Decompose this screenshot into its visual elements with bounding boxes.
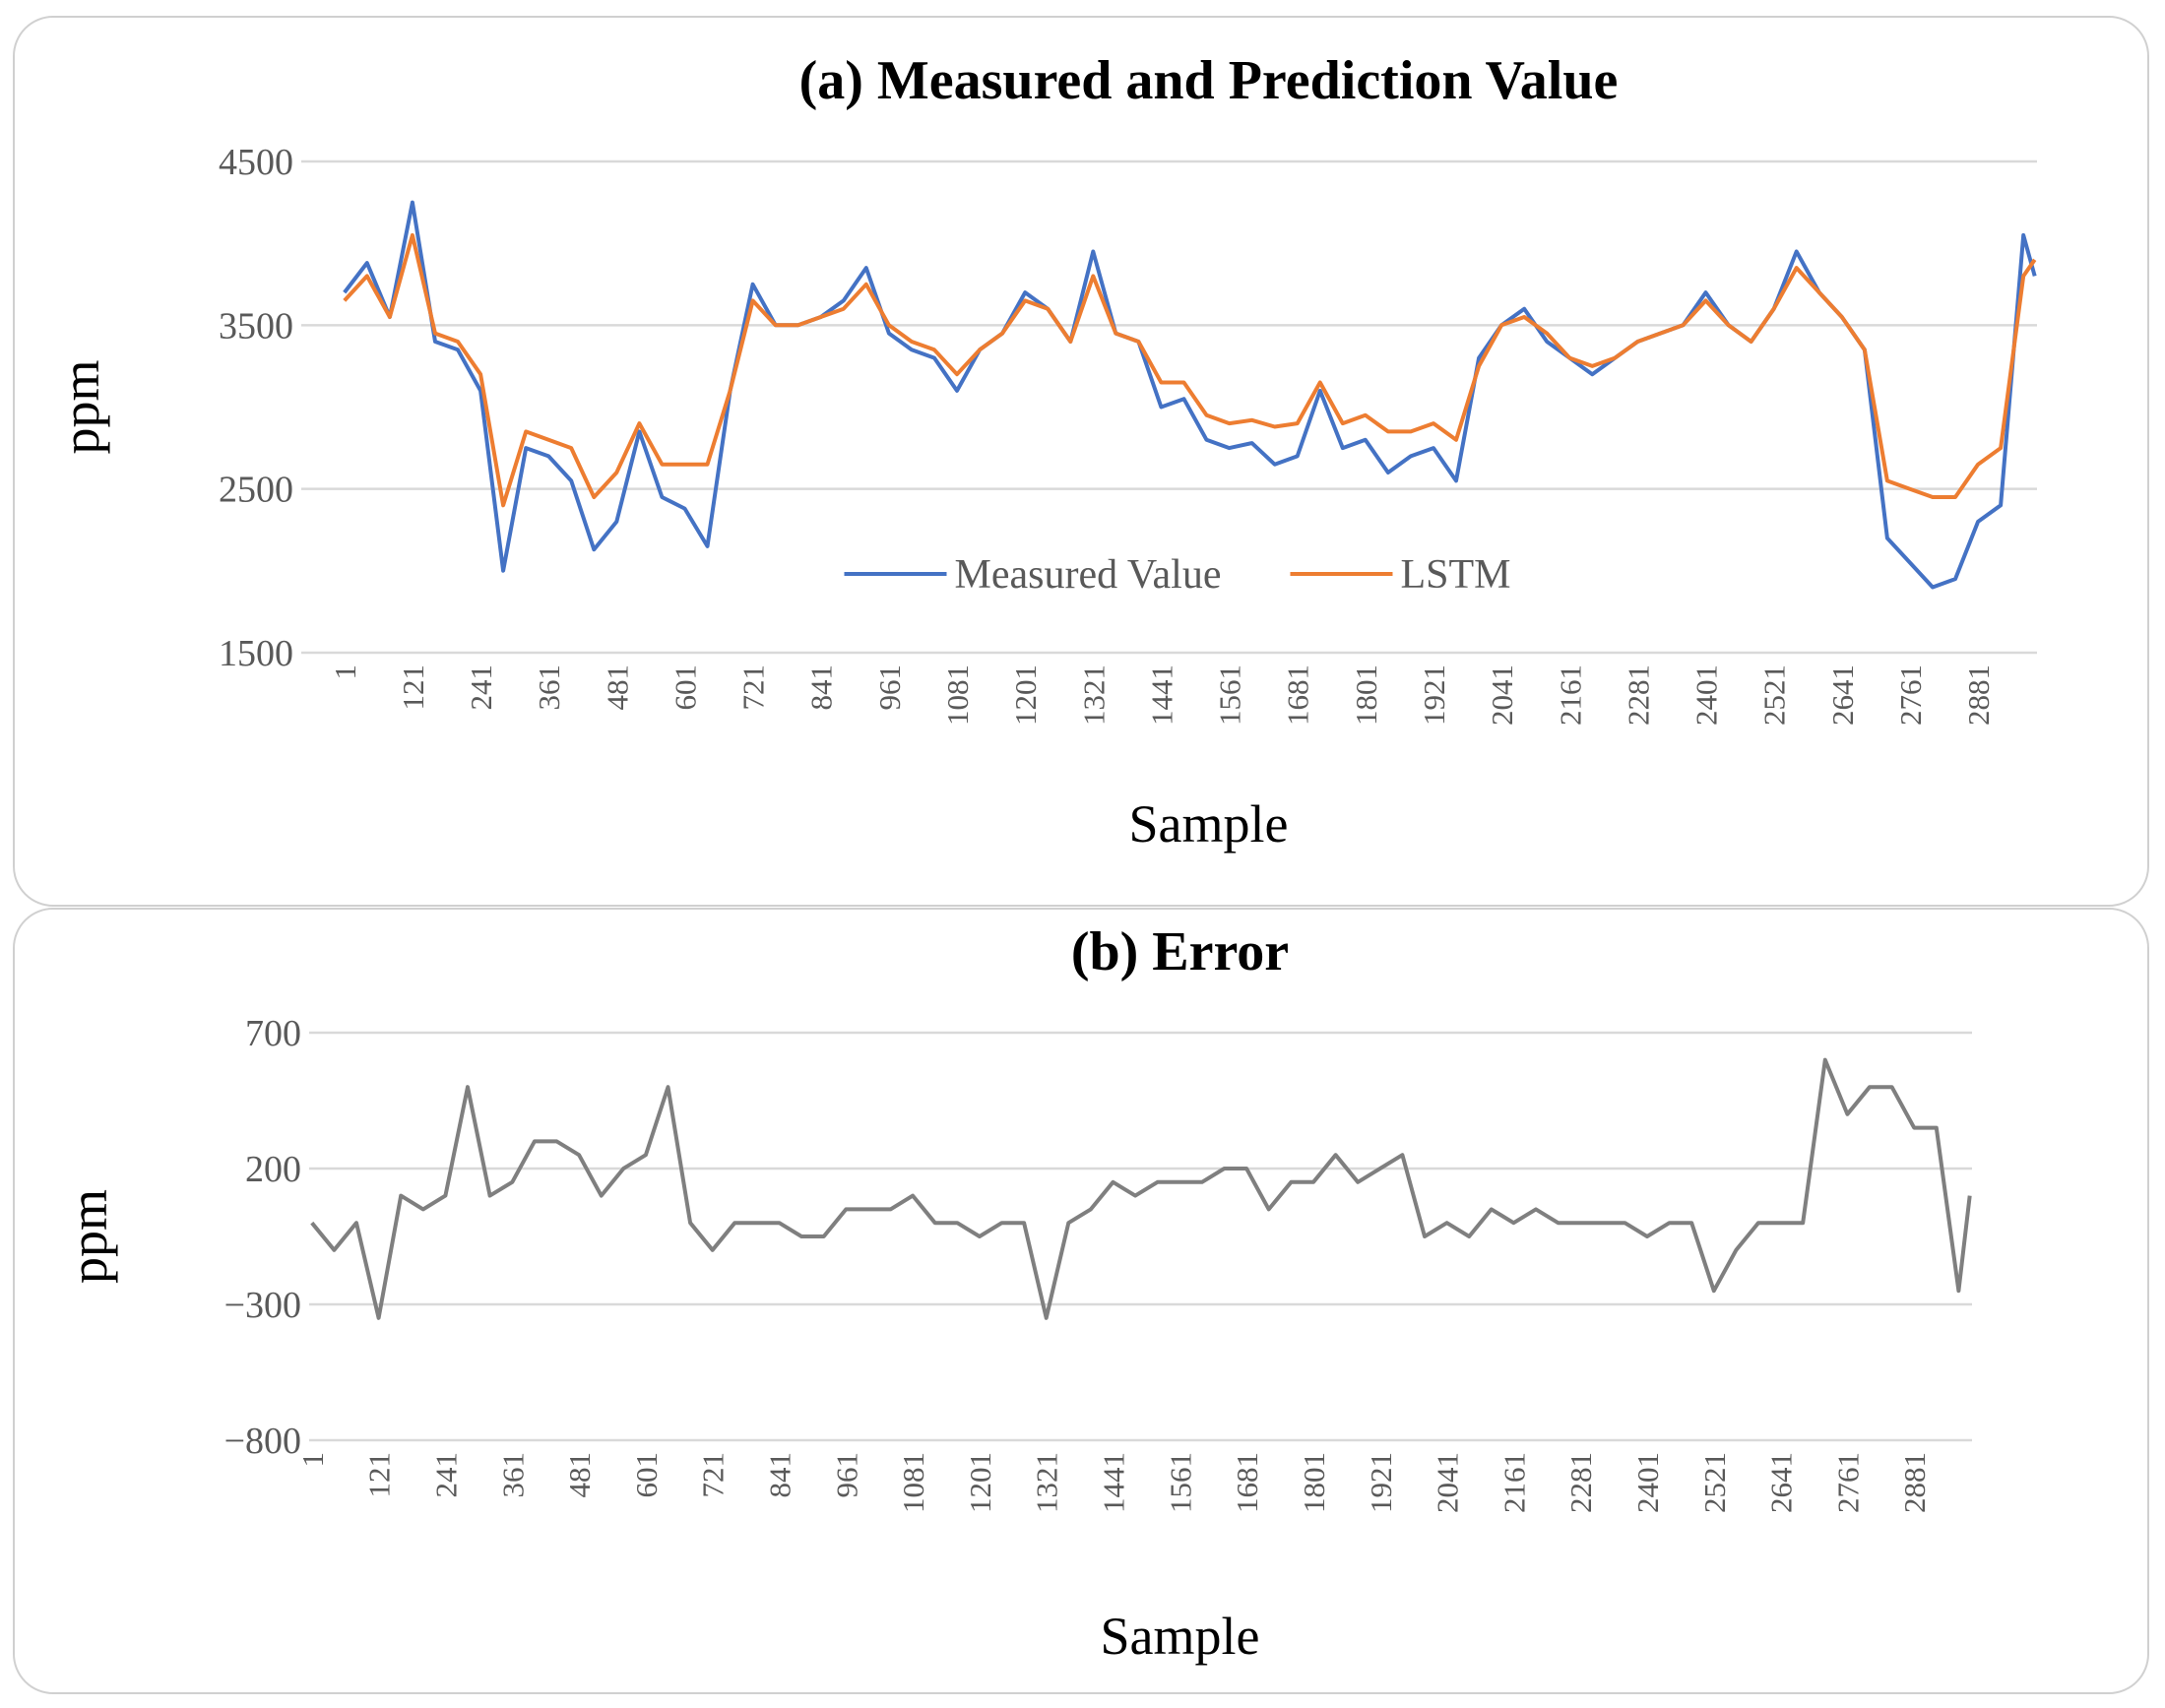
x-tick-label: 2401 bbox=[1689, 664, 1724, 726]
x-tick-label: 2161 bbox=[1496, 1452, 1531, 1513]
data-line bbox=[310, 1057, 1972, 1320]
x-tick-label: 601 bbox=[668, 664, 702, 711]
x-tick-label: 2281 bbox=[1621, 664, 1655, 726]
x-tick-label: 481 bbox=[600, 664, 634, 711]
panel-b bbox=[13, 908, 2149, 1694]
y-axis-label: ppm bbox=[51, 359, 110, 454]
x-tick-label: 721 bbox=[736, 664, 771, 711]
x-tick-label: 361 bbox=[532, 664, 566, 711]
x-tick-label: 961 bbox=[872, 664, 907, 711]
x-tick-label: 1561 bbox=[1163, 1452, 1197, 1513]
x-tick-label: 361 bbox=[495, 1452, 530, 1498]
chart-title: (a) Measured and Prediction Value bbox=[799, 50, 1619, 111]
x-tick-label: 121 bbox=[362, 1452, 397, 1498]
x-tick-label: 2641 bbox=[1825, 664, 1860, 726]
x-tick-label: 2881 bbox=[1897, 1452, 1932, 1513]
x-tick-label: 2041 bbox=[1431, 1452, 1465, 1513]
x-tick-label: 2401 bbox=[1630, 1452, 1665, 1513]
x-tick-label: 1801 bbox=[1349, 664, 1383, 726]
x-tick-label: 841 bbox=[804, 664, 839, 711]
x-tick-label: 1321 bbox=[1076, 664, 1111, 726]
x-tick-label: 721 bbox=[696, 1452, 731, 1498]
x-tick-label: 1561 bbox=[1213, 664, 1247, 726]
x-tick-label: 1321 bbox=[1030, 1452, 1064, 1513]
x-tick-label: 2761 bbox=[1893, 664, 1928, 726]
x-tick-label: 481 bbox=[562, 1452, 597, 1498]
x-tick-label: 961 bbox=[829, 1452, 863, 1498]
x-tick-label: 1801 bbox=[1297, 1452, 1331, 1513]
x-tick-label: 1921 bbox=[1417, 664, 1451, 726]
x-tick-label: 241 bbox=[464, 664, 498, 711]
x-axis-label: Sample bbox=[1129, 794, 1289, 854]
y-tick-label: 200 bbox=[245, 1149, 301, 1190]
x-tick-label: 1681 bbox=[1230, 1452, 1264, 1513]
x-tick-label: 2041 bbox=[1485, 664, 1519, 726]
x-tick-label: 241 bbox=[428, 1452, 463, 1498]
x-tick-label: 2161 bbox=[1553, 664, 1587, 726]
legend-label: Measured Value bbox=[955, 552, 1222, 598]
x-tick-label: 1681 bbox=[1281, 664, 1315, 726]
x-tick-label: 2281 bbox=[1563, 1452, 1598, 1513]
x-tick-label: 601 bbox=[629, 1452, 664, 1498]
x-tick-label: 841 bbox=[762, 1452, 796, 1498]
y-axis-label: ppm bbox=[59, 1189, 118, 1284]
y-tick-label: 2500 bbox=[219, 470, 293, 511]
x-tick-label: 1201 bbox=[1008, 664, 1043, 726]
panel-a bbox=[13, 16, 2149, 907]
x-tick-label: 1081 bbox=[940, 664, 975, 726]
x-tick-label: 1201 bbox=[963, 1452, 997, 1513]
x-tick-label: 2521 bbox=[1697, 1452, 1732, 1513]
x-tick-label: 121 bbox=[396, 664, 430, 711]
x-tick-label: 2641 bbox=[1764, 1452, 1799, 1513]
x-tick-label: 1441 bbox=[1097, 1452, 1131, 1513]
x-tick-label: 1921 bbox=[1364, 1452, 1398, 1513]
y-tick-label: 700 bbox=[245, 1013, 301, 1054]
x-tick-label: 2881 bbox=[1961, 664, 1996, 726]
y-tick-label: −800 bbox=[224, 1421, 301, 1462]
x-tick-label: 1441 bbox=[1144, 664, 1178, 726]
y-tick-label: 1500 bbox=[219, 633, 293, 674]
x-tick-label: 2521 bbox=[1757, 664, 1792, 726]
chart-title: (b) Error bbox=[1071, 921, 1289, 982]
legend-label: LSTM bbox=[1400, 552, 1510, 598]
x-tick-label: 2761 bbox=[1830, 1452, 1865, 1513]
x-tick-label: 1 bbox=[328, 664, 362, 680]
data-line bbox=[343, 232, 2037, 508]
x-tick-label: 1081 bbox=[896, 1452, 930, 1513]
y-tick-label: 3500 bbox=[219, 305, 293, 347]
y-tick-label: −300 bbox=[224, 1285, 301, 1326]
x-tick-label: 1 bbox=[295, 1452, 330, 1468]
y-tick-label: 4500 bbox=[219, 142, 293, 183]
x-axis-label: Sample bbox=[1101, 1607, 1260, 1666]
